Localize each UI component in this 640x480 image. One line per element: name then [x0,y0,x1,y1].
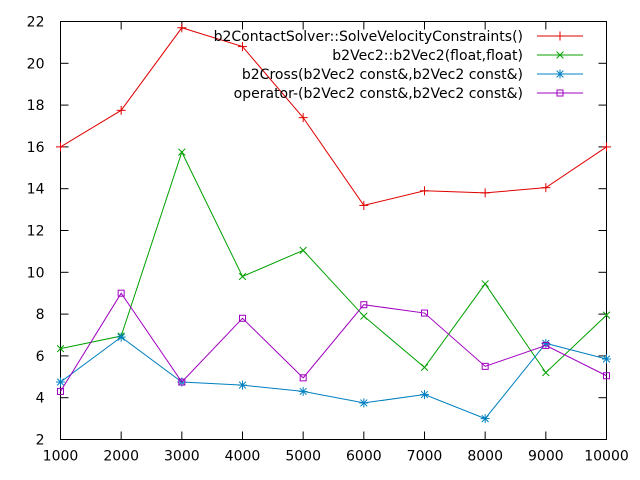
data-point [603,372,610,380]
data-point [481,362,489,370]
data-point [178,378,186,386]
data-point [481,280,489,288]
y-tick-label: 10 [27,265,45,281]
data-point [359,398,369,408]
data-point [359,200,369,210]
legend-marker [555,69,565,79]
y-tick-label: 8 [36,307,45,323]
data-point [239,314,246,322]
series-layer [56,23,611,424]
series-1 [56,23,611,210]
y-tick-label: 2 [36,433,45,449]
legend-marker [555,31,565,41]
data-point [57,387,64,395]
legend-label: b2Cross(b2Vec2 const&,b2Vec2 const&) [242,67,523,83]
data-point [602,354,611,364]
legend-item: b2ContactSolver::SolveVelocityConstraint… [214,29,583,45]
x-tick-label: 9000 [528,449,564,465]
data-point [421,309,428,317]
data-point [238,42,247,52]
legend-label: b2Vec2::b2Vec2(float,float) [332,48,523,64]
y-tick-label: 22 [27,15,45,31]
series-4 [57,289,610,395]
data-point [178,148,186,156]
series-line [60,292,607,392]
data-point [299,246,307,255]
data-point [480,414,490,424]
x-tick-label: 10000 [584,449,629,465]
series-line [60,150,607,374]
x-tick-label: 7000 [407,449,443,465]
y-axis: 2 4 6 8 10 12 14 16 18 20 22 [27,15,607,449]
data-point [602,311,611,319]
legend: b2ContactSolver::SolveVelocityConstraint… [214,29,583,102]
data-point [542,341,550,349]
x-tick-label: 4000 [225,449,261,465]
data-point [177,23,187,33]
data-point [420,186,429,196]
x-axis: 1000 2000 3000 4000 5000 6000 7000 8000 9000 1000… [43,21,629,465]
legend-label: b2ContactSolver::SolveVelocityConstraint… [214,29,523,45]
x-tick-label: 1000 [43,449,79,465]
data-point [56,344,65,353]
y-tick-label: 20 [27,56,45,72]
data-point [360,301,368,309]
data-point [420,363,429,372]
legend-item: b2Cross(b2Vec2 const&,b2Vec2 const&) [242,67,583,83]
x-tick-label: 3000 [164,449,200,465]
x-tick-label: 2000 [103,449,139,465]
y-tick-label: 18 [27,98,45,114]
data-point [299,374,307,382]
data-point [541,183,551,193]
y-tick-label: 6 [36,349,45,365]
data-point [480,188,490,198]
data-point [116,332,126,342]
x-tick-label: 8000 [467,449,503,465]
y-tick-label: 12 [27,224,45,240]
legend-item: b2Vec2::b2Vec2(float,float) [332,48,583,64]
x-tick-label: 6000 [346,449,382,465]
data-point [56,377,65,387]
data-point [602,142,611,152]
data-point [542,368,550,377]
data-point [238,272,247,281]
y-tick-label: 4 [36,391,45,407]
data-point [298,386,308,396]
legend-marker [556,51,564,59]
data-point [238,380,247,390]
plot-frame [60,21,607,440]
data-point [298,113,308,123]
series-line [60,336,607,420]
y-tick-label: 14 [27,182,45,198]
legend-marker [556,89,564,97]
x-tick-label: 5000 [285,449,321,465]
y-tick-label: 16 [27,140,45,156]
legend-label: operator-(b2Vec2 const&,b2Vec2 const&) [234,86,523,102]
series-line [60,27,607,206]
data-point [360,312,368,320]
series-2 [56,148,611,377]
data-point [420,390,429,400]
data-point [117,289,125,297]
legend-item: operator-(b2Vec2 const&,b2Vec2 const&) [234,86,583,102]
data-point [56,142,65,152]
data-point [116,105,126,115]
